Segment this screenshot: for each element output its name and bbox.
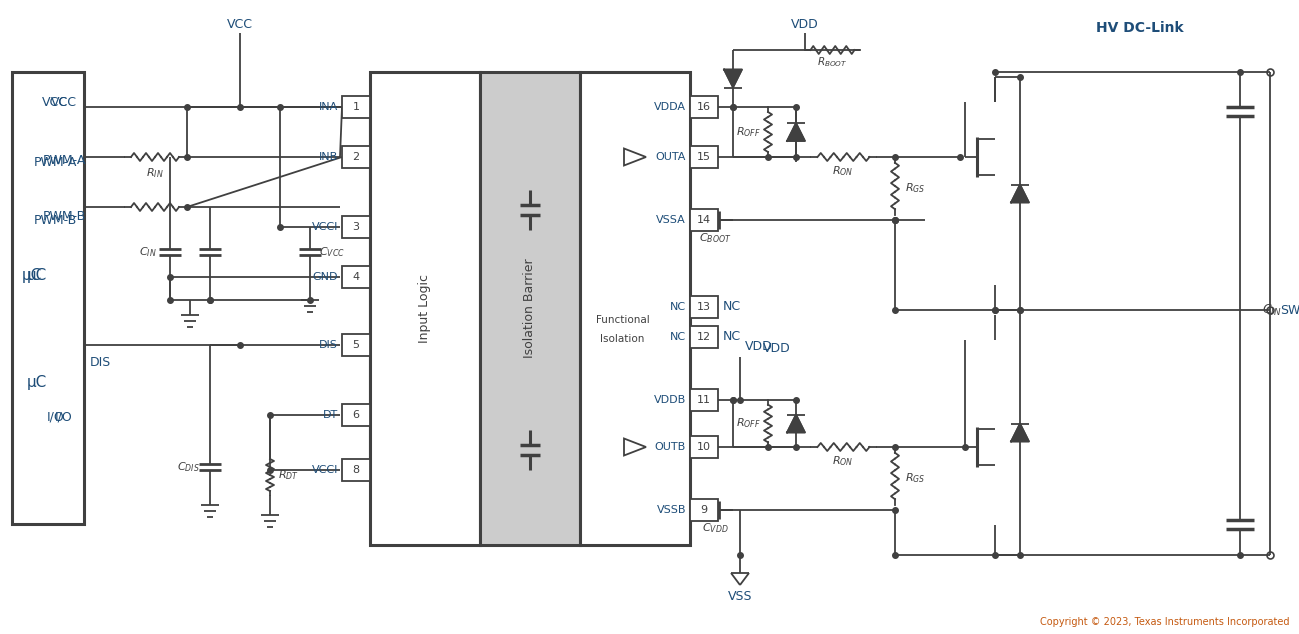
Text: SW: SW (1280, 304, 1299, 316)
Bar (690, 389, 718, 411)
Text: $R_{ON}$: $R_{ON}$ (833, 164, 853, 178)
Bar (342, 334, 370, 356)
Text: VCC: VCC (42, 96, 69, 108)
Text: NC: NC (724, 301, 742, 313)
Text: 12: 12 (698, 332, 711, 342)
Text: μC: μC (27, 375, 47, 389)
Text: NC: NC (724, 330, 742, 344)
Text: PWM-A: PWM-A (43, 153, 86, 167)
Text: PWM-B: PWM-B (43, 210, 86, 224)
Text: μC: μC (27, 268, 47, 283)
Text: INB: INB (318, 152, 338, 162)
Text: VDD: VDD (791, 18, 818, 32)
Bar (690, 146, 718, 168)
Text: PWM-B: PWM-B (34, 214, 77, 226)
Bar (690, 96, 718, 118)
Text: VCC: VCC (51, 96, 77, 108)
Text: Functional: Functional (596, 315, 650, 325)
Bar (370, 72, 481, 545)
Text: $C_{VDD}$: $C_{VDD}$ (701, 521, 729, 535)
Text: OUTA: OUTA (656, 152, 686, 162)
Bar (12, 72, 84, 524)
Text: μC: μC (22, 268, 42, 283)
Polygon shape (1011, 184, 1029, 202)
Bar (579, 290, 665, 365)
Text: $C_{IN}$: $C_{IN}$ (139, 245, 157, 259)
Text: VDDA: VDDA (653, 102, 686, 112)
Text: DT: DT (322, 410, 338, 420)
Bar (342, 146, 370, 168)
Text: I/O: I/O (55, 410, 73, 424)
Bar (342, 404, 370, 426)
Text: $C_{IN}$: $C_{IN}$ (1263, 302, 1282, 318)
Text: VCCI: VCCI (312, 465, 338, 475)
Text: 2: 2 (352, 152, 360, 162)
Text: VDDB: VDDB (653, 395, 686, 405)
Text: INA: INA (318, 102, 338, 112)
Text: DIS: DIS (90, 356, 110, 370)
Text: VSSA: VSSA (656, 215, 686, 225)
Bar (690, 209, 718, 231)
Text: OUTB: OUTB (655, 442, 686, 452)
Text: 3: 3 (352, 222, 360, 232)
Text: VCCI: VCCI (312, 222, 338, 232)
Text: 15: 15 (698, 152, 711, 162)
Text: VCC: VCC (227, 18, 253, 32)
Polygon shape (787, 123, 805, 141)
Polygon shape (1011, 424, 1029, 441)
Bar (481, 72, 579, 545)
Text: $R_{OFF}$: $R_{OFF}$ (735, 417, 760, 430)
Text: $C_{BOOT}$: $C_{BOOT}$ (699, 231, 731, 245)
Text: 14: 14 (698, 215, 711, 225)
Text: 8: 8 (352, 465, 360, 475)
Text: GND: GND (313, 272, 338, 282)
Text: $R_{GS}$: $R_{GS}$ (905, 472, 925, 486)
Text: 6: 6 (352, 410, 360, 420)
Text: PWM-A: PWM-A (34, 155, 77, 169)
Polygon shape (787, 415, 805, 432)
Text: VDD: VDD (763, 342, 791, 356)
Text: 16: 16 (698, 102, 711, 112)
Text: $R_{BOOT}$: $R_{BOOT}$ (817, 55, 847, 69)
Polygon shape (724, 70, 742, 87)
Text: NC: NC (670, 332, 686, 342)
Text: 13: 13 (698, 302, 711, 312)
Text: 11: 11 (698, 395, 711, 405)
Text: $R_{ON}$: $R_{ON}$ (833, 454, 853, 468)
Text: I/O: I/O (47, 410, 64, 424)
Text: $R_{GS}$: $R_{GS}$ (905, 181, 925, 195)
Bar (342, 459, 370, 481)
Text: DIS: DIS (320, 340, 338, 350)
Text: VSSB: VSSB (656, 505, 686, 515)
Bar (579, 72, 690, 545)
Text: VSS: VSS (727, 590, 752, 604)
Polygon shape (624, 439, 646, 455)
Bar (342, 216, 370, 238)
Text: $C_{DIS}$: $C_{DIS}$ (177, 460, 199, 474)
Text: VDD: VDD (746, 340, 773, 354)
Bar (690, 296, 718, 318)
Text: $C_{VCC}$: $C_{VCC}$ (320, 245, 346, 259)
Bar (342, 266, 370, 288)
Text: HV DC-Link: HV DC-Link (1096, 21, 1183, 35)
Text: 1: 1 (352, 102, 360, 112)
Text: Isolation: Isolation (600, 333, 644, 344)
Text: NC: NC (670, 302, 686, 312)
Bar (690, 436, 718, 458)
Bar (342, 96, 370, 118)
Bar (690, 499, 718, 521)
Text: Input Logic: Input Logic (418, 274, 431, 343)
Bar (690, 326, 718, 348)
Text: $R_{IN}$: $R_{IN}$ (147, 166, 164, 180)
Text: 5: 5 (352, 340, 360, 350)
Text: $R_{OFF}$: $R_{OFF}$ (735, 125, 760, 139)
Text: 10: 10 (698, 442, 711, 452)
Text: $R_{DT}$: $R_{DT}$ (278, 468, 299, 482)
Text: Copyright © 2023, Texas Instruments Incorporated: Copyright © 2023, Texas Instruments Inco… (1040, 617, 1290, 627)
Text: 4: 4 (352, 272, 360, 282)
Text: 9: 9 (700, 505, 708, 515)
Polygon shape (624, 148, 646, 165)
Text: Isolation Barrier: Isolation Barrier (523, 259, 536, 358)
